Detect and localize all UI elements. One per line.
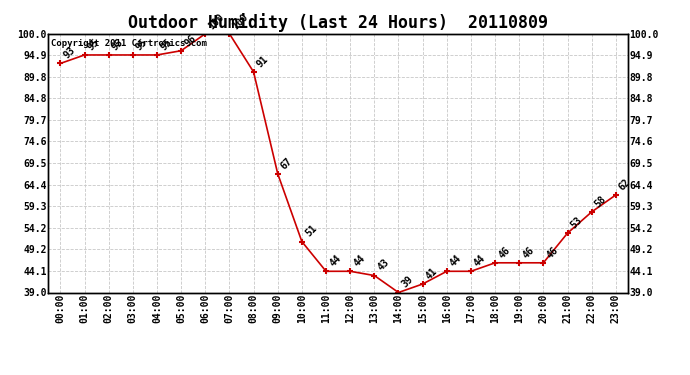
- Text: 100: 100: [231, 12, 250, 31]
- Text: Copyright 2011 Cartronics.com: Copyright 2011 Cartronics.com: [51, 39, 207, 48]
- Text: 95: 95: [86, 37, 101, 52]
- Text: 96: 96: [183, 33, 198, 48]
- Text: 41: 41: [424, 266, 440, 281]
- Text: 95: 95: [135, 37, 150, 52]
- Text: 46: 46: [521, 244, 536, 260]
- Text: 46: 46: [497, 244, 512, 260]
- Text: 58: 58: [593, 194, 609, 209]
- Text: 91: 91: [255, 54, 270, 69]
- Text: 43: 43: [376, 257, 391, 273]
- Text: 95: 95: [159, 37, 174, 52]
- Text: 62: 62: [618, 177, 633, 192]
- Text: 95: 95: [110, 37, 126, 52]
- Text: 93: 93: [62, 45, 77, 61]
- Title: Outdoor Humidity (Last 24 Hours)  20110809: Outdoor Humidity (Last 24 Hours) 2011080…: [128, 13, 548, 32]
- Text: 53: 53: [569, 215, 584, 230]
- Text: 44: 44: [448, 253, 464, 268]
- Text: 67: 67: [279, 156, 295, 171]
- Text: 51: 51: [304, 224, 319, 239]
- Text: 44: 44: [352, 253, 367, 268]
- Text: 39: 39: [400, 274, 415, 290]
- Text: 44: 44: [328, 253, 343, 268]
- Text: 44: 44: [473, 253, 488, 268]
- Text: 46: 46: [545, 244, 560, 260]
- Text: 100: 100: [207, 12, 226, 31]
